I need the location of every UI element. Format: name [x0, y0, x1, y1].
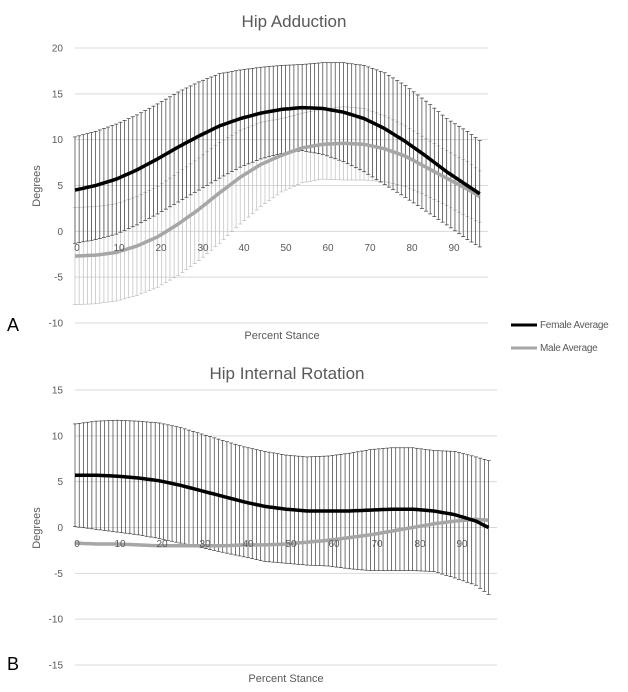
y-tick-label: -15 [49, 661, 64, 672]
y-tick-label: 0 [57, 523, 63, 534]
y-tick-label: -10 [49, 615, 64, 626]
legend: Female Average Male Average [511, 320, 609, 354]
y-tick-label: 10 [52, 431, 64, 442]
y-tick-labels: 15 10 5 0 -5 -10 -15 [49, 386, 64, 672]
y-axis-label: Degrees [31, 507, 43, 549]
panel-label-a: A [7, 315, 19, 335]
x-tick-label: 10 [113, 243, 125, 254]
x-tick-label: 0 [74, 539, 80, 550]
female-average-line [75, 473, 490, 530]
panel-label-b: B [7, 654, 19, 674]
x-tick-label: 0 [74, 243, 80, 254]
x-tick-label: 20 [156, 539, 168, 550]
y-tick-label: 5 [57, 181, 63, 192]
x-tick-label: 10 [114, 539, 126, 550]
x-tick-labels: 0 10 20 30 40 50 60 70 80 90 [74, 539, 468, 550]
x-tick-label: 70 [364, 243, 376, 254]
male-average-line [74, 517, 489, 548]
y-tick-label: -5 [54, 273, 63, 284]
x-tick-label: 20 [155, 243, 167, 254]
x-tick-label: 30 [197, 243, 209, 254]
x-tick-labels: 0 10 20 30 40 50 60 70 80 90 [74, 243, 460, 254]
x-axis-label: Percent Stance [248, 673, 323, 685]
y-tick-label: 5 [57, 477, 63, 488]
x-tick-label: 50 [285, 539, 297, 550]
x-tick-label: 50 [280, 243, 292, 254]
x-tick-label: 80 [406, 243, 418, 254]
error-bars [73, 62, 482, 306]
female-error-bars [73, 62, 482, 248]
x-tick-label: 30 [199, 539, 211, 550]
legend-male-label: Male Average [540, 343, 598, 354]
x-tick-label: 40 [242, 539, 254, 550]
x-axis-label: Percent Stance [244, 330, 319, 342]
series-lines [74, 105, 481, 258]
y-tick-labels: 20 15 10 5 0 -5 -10 [49, 44, 64, 330]
female-average-line [74, 105, 481, 196]
x-tick-label: 90 [448, 243, 460, 254]
y-tick-label: -10 [49, 319, 64, 330]
x-tick-label: 70 [371, 539, 383, 550]
series-lines [74, 473, 490, 548]
y-axis-label: Degrees [31, 165, 43, 207]
y-tick-label: 0 [57, 227, 63, 238]
legend-female-label: Female Average [540, 320, 609, 331]
x-tick-label: 60 [328, 539, 340, 550]
x-tick-label: 60 [322, 243, 334, 254]
chart-title: Hip Internal Rotation [210, 364, 365, 383]
y-tick-label: 15 [52, 386, 64, 397]
male-average-line [74, 141, 481, 258]
chart-title: Hip Adduction [242, 12, 347, 31]
y-tick-label: 10 [52, 135, 64, 146]
x-tick-label: 80 [414, 539, 426, 550]
x-tick-label: 90 [456, 539, 468, 550]
y-tick-label: -5 [54, 569, 63, 580]
y-tick-label: 15 [52, 89, 64, 100]
y-tick-label: 20 [52, 44, 64, 55]
x-tick-label: 40 [238, 243, 250, 254]
